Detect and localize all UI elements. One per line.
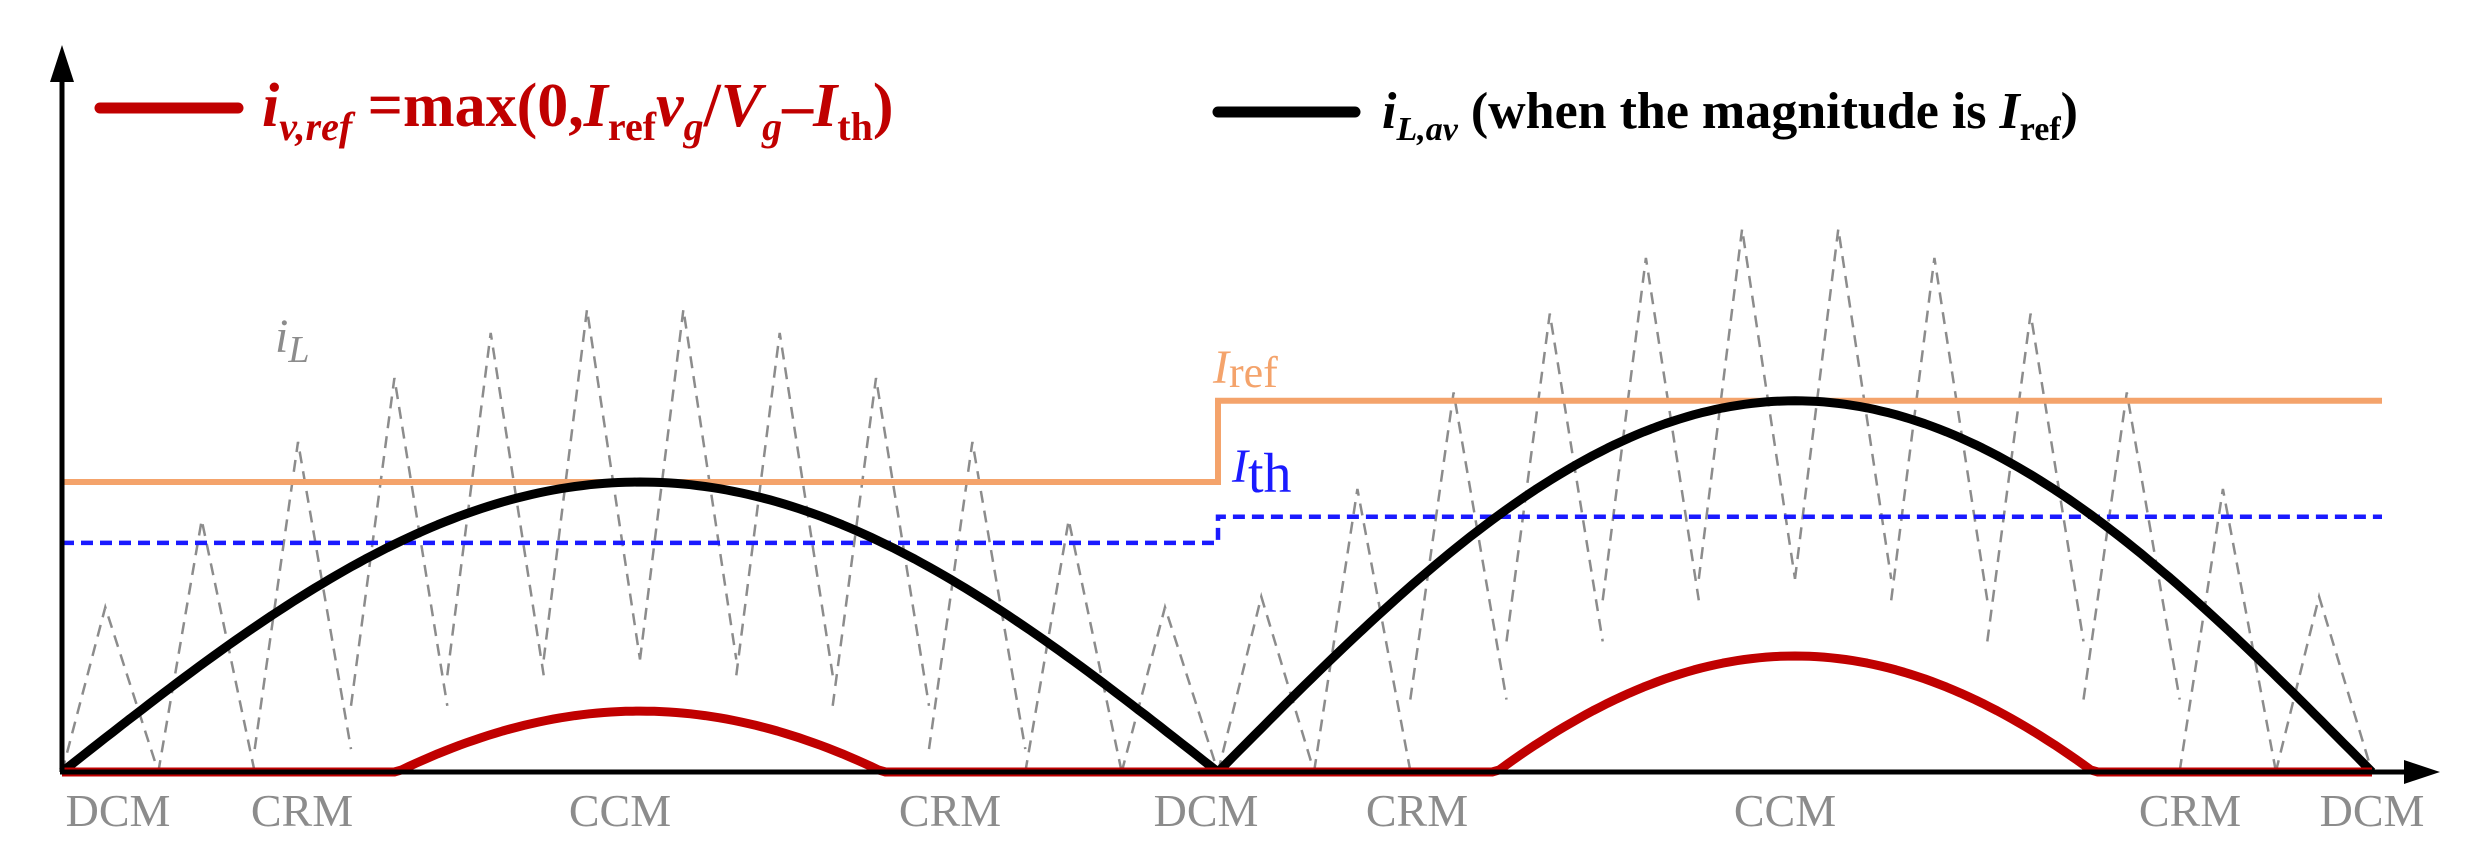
il-label-subscript: L xyxy=(287,329,309,371)
il-ripple-waveform xyxy=(60,228,2374,773)
iv-ref-curve xyxy=(62,651,2372,777)
il-ripple-segment-1 xyxy=(60,309,1220,773)
mode-label-crm-3: CRM xyxy=(1366,785,1468,836)
legend-black-label: iL,av (when the magnitude is Iref) xyxy=(1382,83,2078,148)
legend-red-expr-v: v xyxy=(656,72,685,140)
legend-black-symbol: i xyxy=(1382,83,1397,140)
legend-black-text-prefix: (when the magnitude is xyxy=(1458,83,2000,140)
legend-red-expr-minus: – xyxy=(781,72,814,140)
legend-black-entry: iL,av (when the magnitude is Iref) xyxy=(1212,83,2078,148)
legend-black-text-close: ) xyxy=(2061,83,2078,140)
legend-red-subscript: v,ref xyxy=(279,104,356,149)
ith-label-subscript: th xyxy=(1248,443,1292,505)
x-axis-arrow-icon xyxy=(2404,760,2440,784)
legend-red-expr-V-sub: g xyxy=(761,104,782,149)
mode-label-ccm-1: CCM xyxy=(569,785,671,836)
ith-step-line xyxy=(62,514,2382,546)
ith-label-symbol: I xyxy=(1231,440,1250,493)
legend-black-text-I-sub: ref xyxy=(2020,111,2062,148)
y-axis-arrow-icon xyxy=(50,45,74,82)
legend-red-expr-I: I xyxy=(583,72,610,140)
mode-label-dcm-1: DCM xyxy=(66,785,171,836)
il-ripple-segment-2 xyxy=(1216,228,2374,773)
legend-red-expr-v-sub: g xyxy=(683,104,704,149)
mode-label-dcm-2: DCM xyxy=(1154,785,1259,836)
iref-label-symbol: I xyxy=(1212,341,1231,394)
mode-label-crm-4: CRM xyxy=(2139,785,2241,836)
mode-label-dcm-3: DCM xyxy=(2320,785,2425,836)
iref-label-subscript: ref xyxy=(1229,348,1278,397)
mode-label-crm-1: CRM xyxy=(251,785,353,836)
legend-red-symbol: i xyxy=(262,72,279,140)
il-label-symbol: i xyxy=(275,310,288,363)
axes xyxy=(50,45,2440,784)
il-curve-label: iL xyxy=(275,310,309,371)
legend-red-expr-I-sub: ref xyxy=(608,104,657,149)
legend-red-expr-div: / xyxy=(703,72,722,140)
iref-curve-label: Iref xyxy=(1212,341,1278,397)
legend-black-subscript: L,av xyxy=(1395,111,1458,148)
legend-red-entry: iv,ref =max(0,Irefvg/Vg–Ith) xyxy=(94,72,894,149)
legend-red-expr-Ith-sub: th xyxy=(837,104,873,149)
mode-label-crm-2: CRM xyxy=(899,785,1001,836)
legend-red-label: iv,ref =max(0,Irefvg/Vg–Ith) xyxy=(262,72,894,149)
legend-black-text-I: I xyxy=(1999,83,2022,140)
legend-red-expr-Ith: I xyxy=(812,72,839,140)
ith-curve-label: Ith xyxy=(1231,440,1292,505)
legend-red-expr-prefix: =max(0, xyxy=(352,72,584,140)
legend-red-expr-V: V xyxy=(721,72,767,140)
mode-label-ccm-2: CCM xyxy=(1734,785,1836,836)
legend-red-expr-close: ) xyxy=(873,72,894,140)
operating-mode-labels: DCM CRM CCM CRM DCM CRM CCM CRM DCM xyxy=(66,785,2425,836)
